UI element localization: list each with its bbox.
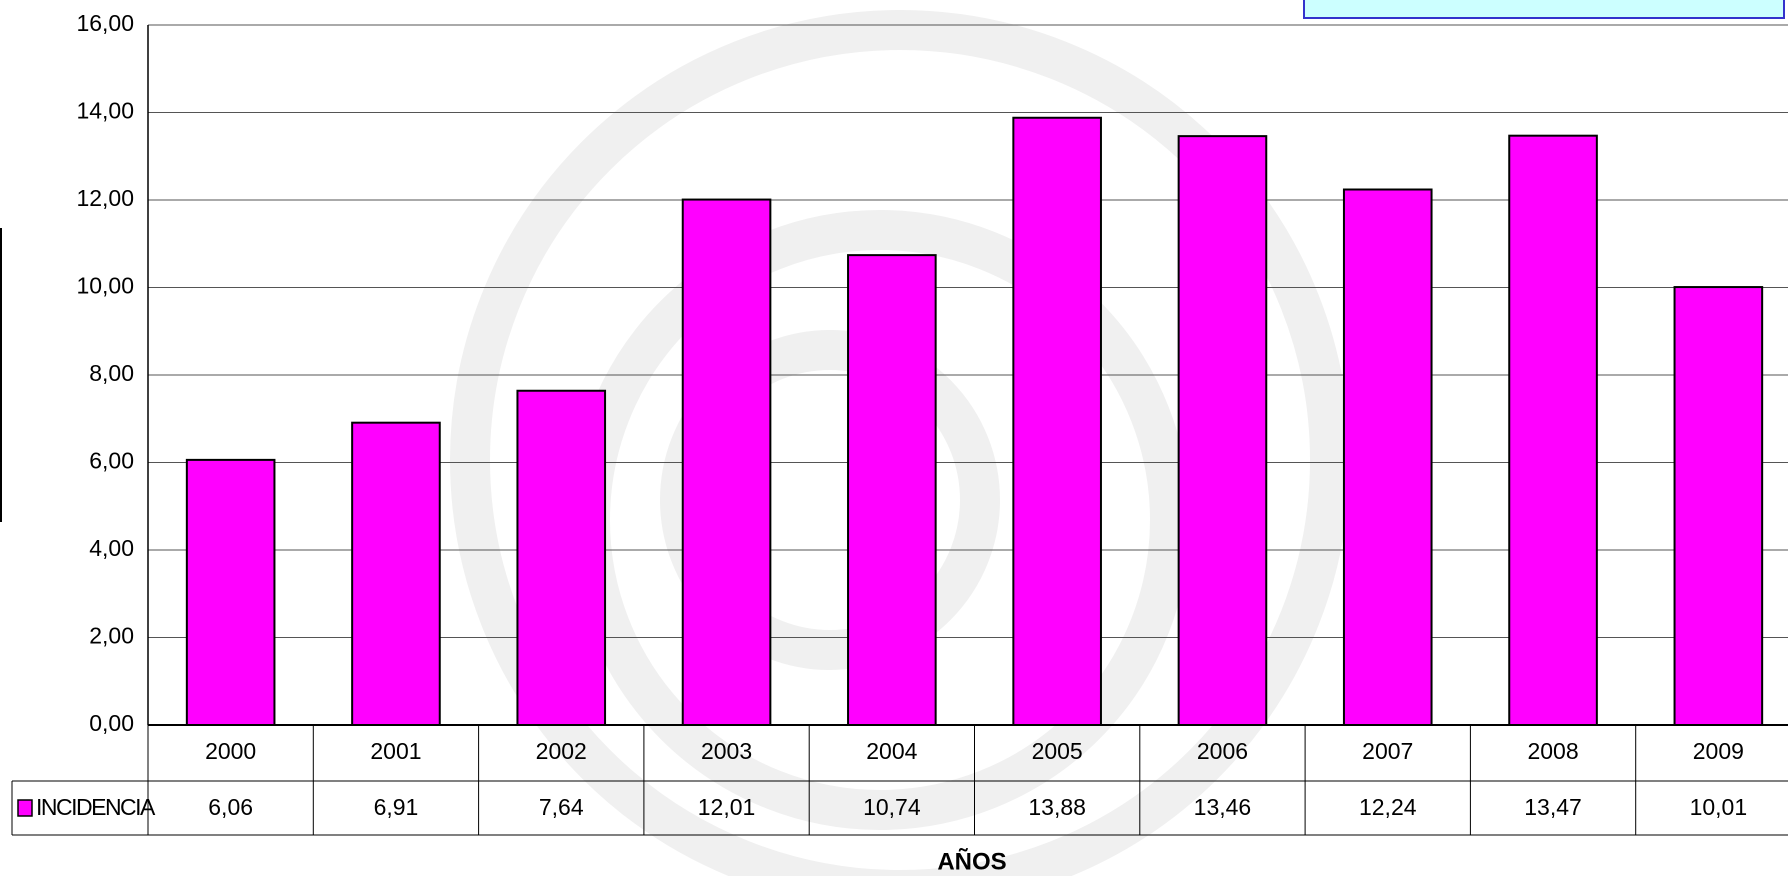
- x-tick-label: 2002: [536, 738, 587, 764]
- legend-label: INCIDENCIA: [36, 794, 156, 820]
- table-value: 7,64: [539, 794, 584, 820]
- y-tick-label: 8,00: [89, 360, 134, 386]
- x-tick-label: 2004: [866, 738, 917, 764]
- y-tick-label: 10,00: [76, 273, 134, 299]
- table-value: 12,24: [1359, 794, 1417, 820]
- y-tick-label: 0,00: [89, 710, 134, 736]
- table-value: 10,74: [863, 794, 921, 820]
- bar: [847, 254, 937, 726]
- y-tick-label: 16,00: [76, 10, 134, 36]
- table-value: 10,01: [1690, 794, 1748, 820]
- watermark-ring: [450, 10, 1350, 876]
- x-tick-label: 2003: [701, 738, 752, 764]
- bar: [1673, 286, 1764, 726]
- table-value: 6,06: [208, 794, 253, 820]
- x-tick-label: 2007: [1362, 738, 1413, 764]
- cropped-box: [1303, 0, 1785, 19]
- bar: [351, 421, 441, 726]
- table-value: 13,47: [1524, 794, 1582, 820]
- bar: [1342, 188, 1433, 726]
- y-tick-label: 2,00: [89, 623, 134, 649]
- x-tick-label: 2006: [1197, 738, 1248, 764]
- y-tick-label: 6,00: [89, 448, 134, 474]
- bar: [185, 458, 276, 726]
- bar: [1508, 134, 1598, 726]
- x-tick-label: 2009: [1693, 738, 1744, 764]
- y-tick-label: 14,00: [76, 98, 134, 124]
- x-tick-label: 2001: [370, 738, 421, 764]
- bar: [1177, 135, 1268, 726]
- bar: [681, 198, 772, 726]
- table-value: 13,88: [1028, 794, 1086, 820]
- bar: [516, 389, 607, 726]
- x-tick-label: 2008: [1527, 738, 1578, 764]
- table-value: 6,91: [374, 794, 419, 820]
- x-tick-label: 2005: [1032, 738, 1083, 764]
- table-value: 13,46: [1194, 794, 1252, 820]
- y-tick-label: 12,00: [76, 185, 134, 211]
- y-tick-label: 4,00: [89, 535, 134, 561]
- x-axis-title: AÑOS: [937, 847, 1006, 875]
- table-value: 12,01: [698, 794, 756, 820]
- x-tick-label: 2000: [205, 738, 256, 764]
- bar: [1012, 116, 1102, 726]
- legend-swatch: [17, 799, 33, 817]
- watermark-ring: [660, 330, 1000, 670]
